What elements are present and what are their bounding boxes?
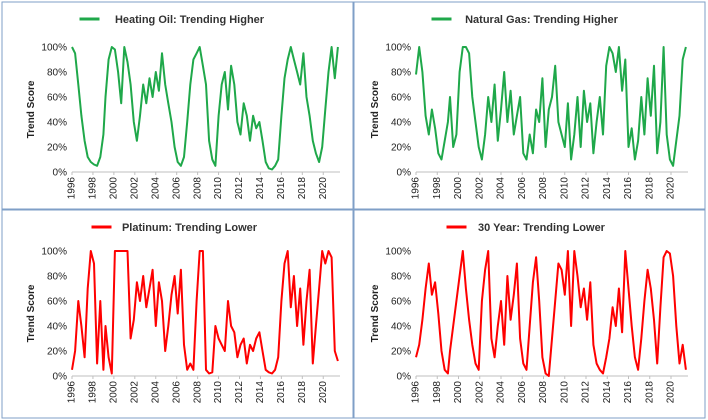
x-tick-label: 2000 [453, 177, 464, 200]
x-tick-label: 2016 [623, 381, 634, 404]
x-tick-label: 2004 [496, 177, 507, 200]
y-tick-label: 100% [385, 247, 411, 258]
x-tick-label: 2008 [192, 381, 203, 404]
x-tick-label: 2014 [602, 177, 613, 200]
x-tick-label: 1998 [432, 381, 443, 404]
chart-title: Natural Gas: Trending Higher [465, 14, 619, 26]
x-tick-label: 2012 [234, 177, 245, 200]
x-tick-label: 1996 [411, 381, 422, 404]
x-tick-label: 2018 [297, 177, 308, 200]
y-tick-label: 20% [47, 143, 67, 154]
x-tick-label: 2002 [129, 381, 140, 404]
x-tick-label: 2018 [297, 381, 308, 404]
chart-panel-2: Platinum: Trending Lower 0% 20% 40% 60% 80% 10… [1, 209, 354, 419]
y-tick-label: 60% [391, 297, 411, 308]
x-tick-label: 2008 [538, 177, 549, 200]
x-tick-label: 2010 [213, 381, 224, 404]
chart-title: 30 Year: Trending Lower [478, 222, 606, 234]
x-tick-label: 1998 [88, 381, 99, 404]
y-axis-title: Trend Score [26, 80, 37, 138]
chart-title: Platinum: Trending Lower [122, 222, 258, 234]
x-tick-label: 2018 [644, 177, 655, 200]
x-tick-label: 2004 [496, 381, 507, 404]
x-tick-label: 2020 [666, 177, 677, 200]
x-tick-label: 1996 [411, 177, 422, 200]
y-tick-label: 40% [47, 322, 67, 333]
x-tick-label: 2000 [109, 381, 120, 404]
y-tick-label: 0% [53, 372, 68, 383]
x-tick-label: 2010 [213, 177, 224, 200]
series-line [71, 250, 339, 375]
x-tick-label: 2008 [192, 177, 203, 200]
x-tick-label: 2016 [276, 381, 287, 404]
series-line [71, 46, 339, 171]
y-tick-label: 40% [391, 118, 411, 129]
x-tick-label: 2006 [517, 381, 528, 404]
x-tick-label: 2012 [581, 381, 592, 404]
y-tick-label: 80% [47, 272, 67, 283]
y-tick-label: 20% [391, 143, 411, 154]
y-tick-label: 80% [391, 272, 411, 283]
x-tick-label: 2014 [255, 177, 266, 200]
y-tick-label: 0% [53, 168, 68, 179]
y-axis-title: Trend Score [370, 284, 381, 342]
y-tick-label: 0% [397, 372, 412, 383]
x-tick-label: 2014 [602, 381, 613, 404]
y-tick-label: 80% [47, 68, 67, 79]
x-tick-label: 2020 [666, 381, 677, 404]
x-tick-label: 2012 [234, 381, 245, 404]
y-tick-label: 60% [47, 93, 67, 104]
x-tick-label: 2018 [644, 381, 655, 404]
x-tick-label: 2006 [171, 177, 182, 200]
x-tick-label: 1996 [67, 381, 78, 404]
x-tick-label: 2010 [559, 177, 570, 200]
x-tick-label: 2008 [538, 381, 549, 404]
chart-panel-0: Heating Oil: Trending Higher 0% 20% 40% 60% 8… [1, 1, 354, 210]
series-line [415, 250, 687, 377]
x-tick-label: 2004 [150, 177, 161, 200]
x-tick-label: 2002 [474, 177, 485, 200]
chart-title: Heating Oil: Trending Higher [115, 14, 265, 26]
x-tick-label: 2016 [623, 177, 634, 200]
x-tick-label: 2020 [318, 381, 329, 404]
y-tick-label: 20% [47, 347, 67, 358]
chart-border [1, 1, 354, 210]
x-tick-label: 2020 [318, 177, 329, 200]
y-axis-title: Trend Score [26, 284, 37, 342]
y-tick-label: 80% [391, 68, 411, 79]
x-tick-label: 1996 [67, 177, 78, 200]
y-tick-label: 100% [41, 247, 67, 258]
y-tick-label: 60% [47, 297, 67, 308]
y-axis-title: Trend Score [370, 80, 381, 138]
x-tick-label: 2002 [474, 381, 485, 404]
x-tick-label: 2014 [255, 381, 266, 404]
y-tick-label: 0% [397, 168, 412, 179]
y-tick-label: 100% [41, 43, 67, 54]
chart-panel-1: Natural Gas: Trending Higher 0% 20% 40% 60% 8… [353, 1, 706, 210]
x-tick-label: 2016 [276, 177, 287, 200]
chart-panel-3: 30 Year: Trending Lower 0% 20% 40% 60% 80% 100… [353, 209, 706, 419]
x-tick-label: 2004 [150, 381, 161, 404]
y-tick-label: 60% [391, 93, 411, 104]
x-tick-label: 2012 [581, 177, 592, 200]
y-tick-label: 40% [47, 118, 67, 129]
x-tick-label: 2006 [171, 381, 182, 404]
y-tick-label: 100% [385, 43, 411, 54]
x-tick-label: 2000 [109, 177, 120, 200]
chart-border [353, 209, 706, 419]
x-tick-label: 2006 [517, 177, 528, 200]
x-tick-label: 2002 [129, 177, 140, 200]
x-tick-label: 1998 [432, 177, 443, 200]
series-line [415, 46, 687, 167]
x-tick-label: 2010 [559, 381, 570, 404]
y-tick-label: 40% [391, 322, 411, 333]
x-tick-label: 2000 [453, 381, 464, 404]
x-tick-label: 1998 [88, 177, 99, 200]
y-tick-label: 20% [391, 347, 411, 358]
